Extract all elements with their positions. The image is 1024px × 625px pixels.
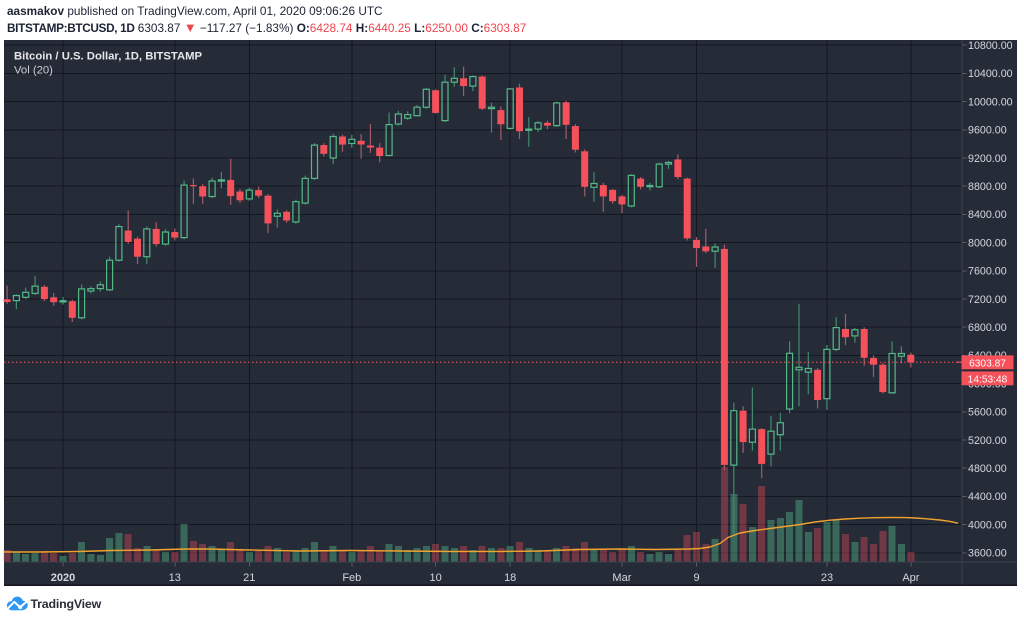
svg-text:7600.00: 7600.00 [968,266,1007,278]
svg-text:5200.00: 5200.00 [968,435,1007,447]
svg-text:18: 18 [504,572,516,584]
svg-text:14:53:48: 14:53:48 [968,374,1008,385]
svg-text:Feb: Feb [342,572,361,584]
svg-text:21: 21 [243,572,255,584]
svg-text:Apr: Apr [902,572,919,584]
svg-text:9: 9 [693,572,699,584]
svg-text:9200.00: 9200.00 [968,153,1007,165]
svg-text:Vol (20): Vol (20) [14,65,53,77]
svg-text:6303.87: 6303.87 [969,358,1006,369]
svg-text:Bitcoin / U.S. Dollar, 1D, BIT: Bitcoin / U.S. Dollar, 1D, BITSTAMP [14,51,203,63]
svg-text:10: 10 [429,572,441,584]
svg-text:10400.00: 10400.00 [968,68,1013,80]
svg-text:4800.00: 4800.00 [968,463,1007,475]
svg-text:2020: 2020 [51,572,75,584]
svg-text:8000.00: 8000.00 [968,237,1007,249]
svg-text:7200.00: 7200.00 [968,294,1007,306]
svg-text:9600.00: 9600.00 [968,125,1007,137]
svg-text:10000.00: 10000.00 [968,96,1013,108]
svg-text:6800.00: 6800.00 [968,322,1007,334]
svg-text:10800.00: 10800.00 [968,40,1013,52]
svg-text:8800.00: 8800.00 [968,181,1007,193]
svg-text:Mar: Mar [612,572,631,584]
svg-text:13: 13 [169,572,181,584]
svg-text:4000.00: 4000.00 [968,519,1007,531]
svg-text:23: 23 [821,572,833,584]
svg-text:4400.00: 4400.00 [968,491,1007,503]
svg-text:5600.00: 5600.00 [968,407,1007,419]
svg-text:3600.00: 3600.00 [968,548,1007,560]
svg-text:8400.00: 8400.00 [968,209,1007,221]
